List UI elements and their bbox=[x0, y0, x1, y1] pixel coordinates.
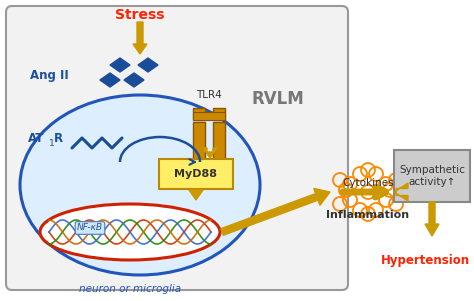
Text: RVLM: RVLM bbox=[252, 90, 304, 108]
Text: R: R bbox=[54, 132, 63, 144]
Bar bbox=[193, 112, 225, 120]
Text: 1: 1 bbox=[49, 138, 55, 147]
FancyArrow shape bbox=[394, 183, 408, 201]
Text: TLR4: TLR4 bbox=[196, 90, 222, 100]
FancyBboxPatch shape bbox=[394, 150, 470, 202]
Text: Ang II: Ang II bbox=[30, 70, 69, 82]
FancyBboxPatch shape bbox=[159, 159, 233, 189]
Text: AT: AT bbox=[28, 132, 45, 144]
FancyArrow shape bbox=[221, 188, 330, 235]
Text: MyD88: MyD88 bbox=[174, 169, 218, 179]
Bar bbox=[213, 108, 225, 120]
Polygon shape bbox=[100, 73, 120, 87]
Ellipse shape bbox=[40, 204, 220, 260]
Text: Inflammation: Inflammation bbox=[327, 210, 410, 220]
Text: neuron or microglia: neuron or microglia bbox=[79, 284, 181, 294]
Text: Stress: Stress bbox=[115, 8, 165, 22]
Bar bbox=[213, 122, 225, 160]
FancyArrow shape bbox=[133, 22, 147, 54]
Text: NF-κB: NF-κB bbox=[77, 224, 103, 232]
Bar bbox=[193, 108, 205, 120]
Polygon shape bbox=[138, 58, 158, 72]
FancyArrow shape bbox=[203, 148, 217, 158]
Bar bbox=[193, 122, 205, 160]
Text: Hypertension: Hypertension bbox=[381, 254, 470, 267]
Ellipse shape bbox=[20, 95, 260, 275]
FancyArrow shape bbox=[189, 190, 203, 200]
Text: Sympathetic
activity↑: Sympathetic activity↑ bbox=[399, 165, 465, 187]
FancyArrow shape bbox=[425, 202, 439, 236]
Text: Cytokines: Cytokines bbox=[342, 178, 394, 188]
Polygon shape bbox=[124, 73, 144, 87]
FancyBboxPatch shape bbox=[6, 6, 348, 290]
Polygon shape bbox=[110, 58, 130, 72]
